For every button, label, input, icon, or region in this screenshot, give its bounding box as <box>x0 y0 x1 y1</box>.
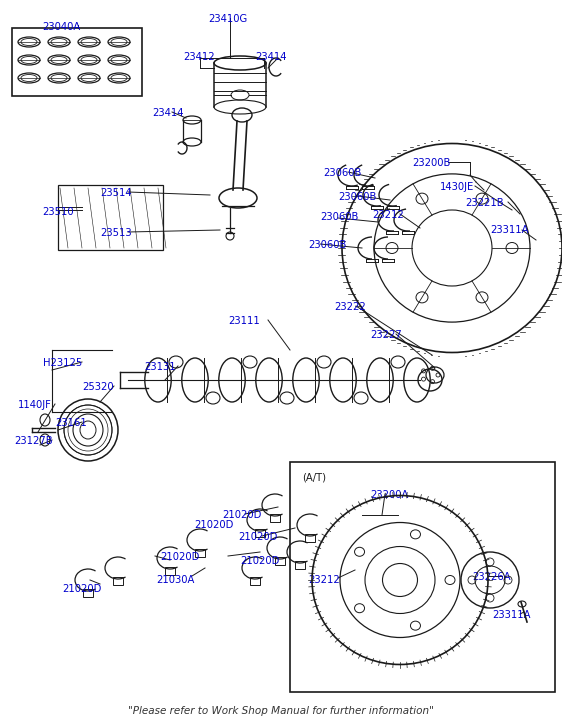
Text: 23131: 23131 <box>144 362 175 372</box>
Text: (A/T): (A/T) <box>302 472 326 482</box>
Text: 21030A: 21030A <box>156 575 194 585</box>
Bar <box>290 462 555 692</box>
Bar <box>83 589 93 597</box>
Text: 23060B: 23060B <box>323 168 361 178</box>
Bar <box>165 567 175 575</box>
Text: 23226A: 23226A <box>472 572 511 582</box>
Text: 21020D: 21020D <box>62 584 101 594</box>
Bar <box>270 514 280 522</box>
Text: 23221B: 23221B <box>465 198 504 208</box>
Text: 23222: 23222 <box>334 302 366 312</box>
Text: 23060B: 23060B <box>320 212 359 222</box>
Text: "Please refer to Work Shop Manual for further information": "Please refer to Work Shop Manual for fu… <box>128 706 434 716</box>
Text: 23212: 23212 <box>372 210 404 220</box>
Text: 23060B: 23060B <box>308 240 346 250</box>
Text: H23125: H23125 <box>43 358 82 368</box>
Text: 21020D: 21020D <box>240 556 279 566</box>
Text: 23127B: 23127B <box>14 436 53 446</box>
Text: 21020D: 21020D <box>194 520 233 530</box>
Bar <box>58 185 163 250</box>
Text: 23414: 23414 <box>152 108 184 118</box>
Bar <box>255 529 265 537</box>
Text: 1140JF: 1140JF <box>18 400 52 410</box>
Text: 23212: 23212 <box>308 575 340 585</box>
Bar <box>12 28 142 96</box>
Text: 23200B: 23200B <box>412 158 450 168</box>
Bar <box>113 577 123 585</box>
Text: 23200A: 23200A <box>370 490 409 500</box>
Text: 23513: 23513 <box>100 228 132 238</box>
Bar <box>305 534 315 542</box>
Text: 23514: 23514 <box>100 188 132 198</box>
Text: 23311A: 23311A <box>490 225 528 235</box>
Text: 23414: 23414 <box>255 52 287 62</box>
Text: 25320: 25320 <box>82 382 114 392</box>
Text: 23161: 23161 <box>55 418 87 428</box>
Text: 23040A: 23040A <box>42 22 80 32</box>
Text: 21020D: 21020D <box>222 510 261 520</box>
Bar <box>275 557 285 565</box>
Text: 1430JE: 1430JE <box>440 182 474 192</box>
Bar <box>195 549 205 557</box>
Text: 23227: 23227 <box>370 330 402 340</box>
Text: 21020D: 21020D <box>160 552 200 562</box>
Bar <box>250 577 260 585</box>
Text: 23311A: 23311A <box>492 610 531 620</box>
Bar <box>295 561 305 569</box>
Text: 23111: 23111 <box>228 316 260 326</box>
Text: 23410G: 23410G <box>208 14 247 24</box>
Text: 21020D: 21020D <box>238 532 278 542</box>
Text: 23060B: 23060B <box>338 192 377 202</box>
Text: 23412: 23412 <box>183 52 215 62</box>
Text: 23510: 23510 <box>42 207 74 217</box>
